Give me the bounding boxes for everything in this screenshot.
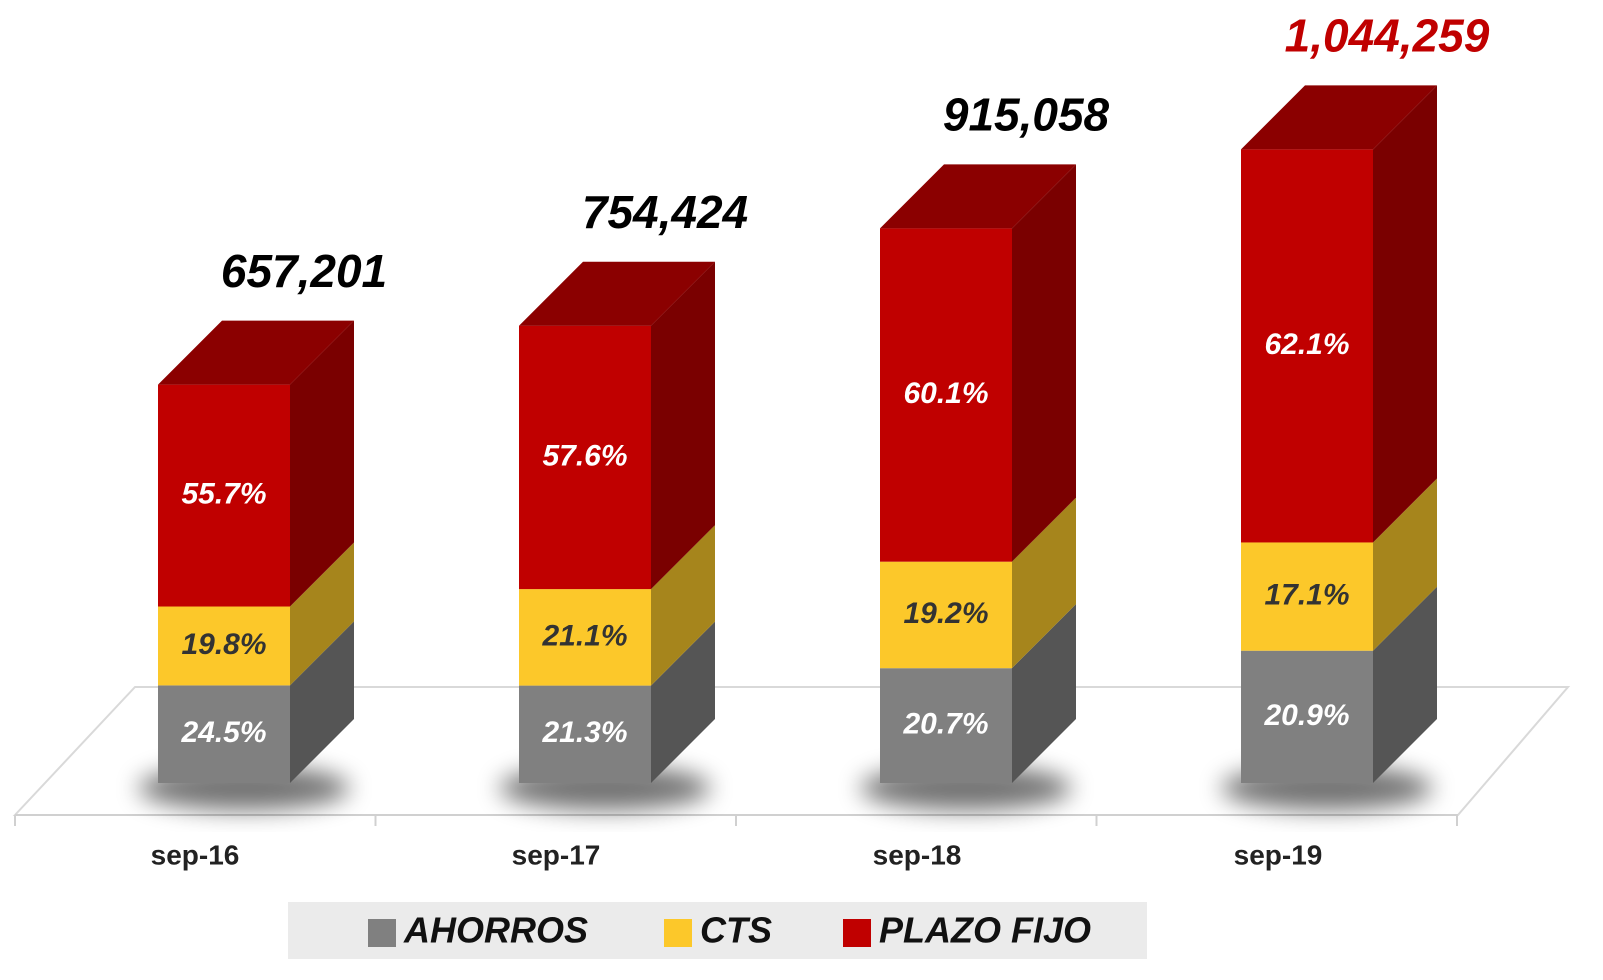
segment-label: 17.1%	[1264, 579, 1349, 612]
x-tick-label: sep-18	[873, 839, 962, 870]
bar-side	[290, 542, 354, 686]
bar-side	[290, 320, 354, 607]
segment-label: 21.1%	[541, 619, 627, 652]
segment-label: 62.1%	[1264, 328, 1349, 361]
total-label: 754,424	[582, 186, 748, 238]
bar-side	[651, 261, 715, 590]
bar-side	[1012, 604, 1076, 783]
bar-segment	[519, 685, 651, 783]
bar-segment	[158, 606, 290, 686]
bar-side	[1012, 164, 1076, 562]
bar-segment	[880, 561, 1012, 669]
total-label: 1,044,259	[1285, 10, 1490, 62]
legend-box	[288, 902, 1147, 959]
bar-segment	[519, 589, 651, 686]
x-tick-label: sep-16	[151, 839, 240, 870]
bar-side	[1012, 497, 1076, 669]
bar-side	[290, 621, 354, 783]
legend-label: AHORROS	[403, 910, 588, 951]
x-tick-label: sep-17	[512, 839, 601, 870]
bar-top	[1241, 85, 1437, 150]
legend-label: CTS	[700, 910, 772, 951]
bar-segment	[1241, 650, 1373, 783]
bar-segment	[158, 685, 290, 783]
bar-top	[519, 261, 715, 326]
bar-segment	[880, 668, 1012, 783]
segment-label: 55.7%	[181, 477, 266, 510]
bar-top	[158, 320, 354, 385]
segment-label: 20.7%	[902, 708, 988, 741]
segment-label: 60.1%	[903, 377, 988, 410]
bar-side	[1373, 478, 1437, 651]
bar-segment	[519, 325, 651, 590]
bar-side	[1373, 85, 1437, 543]
segment-label: 20.9%	[1263, 699, 1349, 732]
bar-segment	[1241, 542, 1373, 651]
segment-label: 21.3%	[541, 716, 627, 749]
bar-top	[880, 164, 1076, 229]
bar-side	[651, 525, 715, 686]
bar-segment	[1241, 149, 1373, 543]
bar-side	[1373, 586, 1437, 783]
legend-swatch	[368, 919, 396, 947]
legend-label: PLAZO FIJO	[879, 910, 1091, 951]
bar-side	[651, 621, 715, 783]
total-label: 915,058	[943, 88, 1110, 140]
legend-swatch	[664, 919, 692, 947]
bar-segment	[158, 384, 290, 607]
legend-swatch	[843, 919, 871, 947]
segment-label: 57.6%	[542, 439, 627, 472]
x-tick-label: sep-19	[1234, 839, 1323, 870]
segment-label: 19.2%	[903, 597, 988, 630]
bar-segment	[880, 228, 1012, 562]
total-label: 657,201	[221, 245, 387, 297]
segment-label: 24.5%	[180, 716, 266, 749]
segment-label: 19.8%	[181, 628, 266, 661]
